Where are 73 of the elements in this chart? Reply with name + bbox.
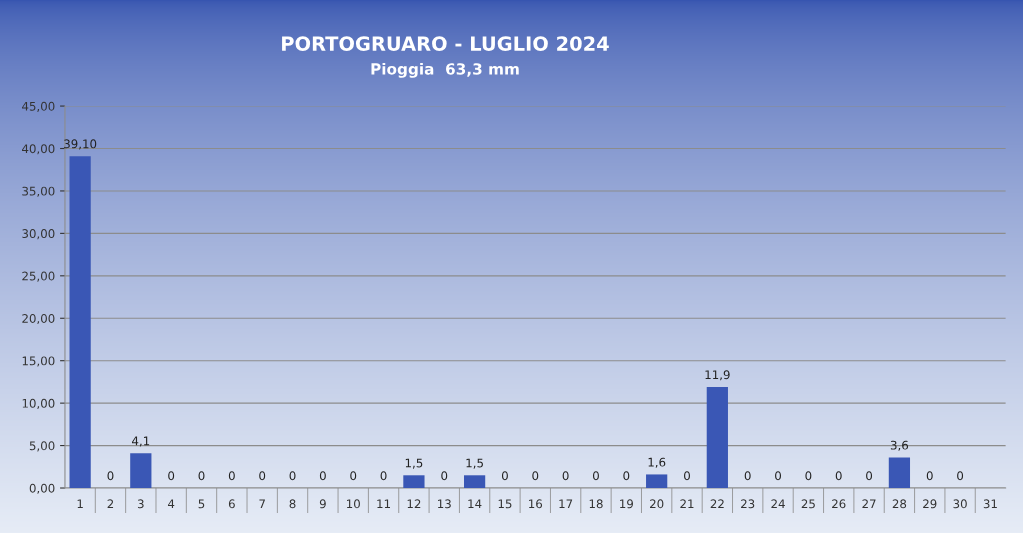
x-tick-label: 10 (347, 499, 360, 509)
data-label: 0 (532, 471, 539, 481)
data-label: 0 (623, 471, 630, 481)
x-tick-label: 30 (953, 499, 967, 509)
x-tick-label: 27 (862, 499, 876, 509)
x-tick-label: 2 (107, 499, 114, 509)
data-label: 0 (592, 471, 599, 481)
x-tick-label: 14 (468, 499, 482, 509)
x-tick-label: 8 (289, 499, 296, 509)
x-tick-label: 28 (892, 499, 907, 509)
data-label: 0 (198, 471, 205, 481)
chart-title: PORTOGRUARO - LUGLIO 2024 (282, 36, 609, 51)
x-tick-label: 26 (832, 499, 846, 509)
data-label: 1,5 (466, 458, 483, 469)
x-tick-label: 5 (198, 499, 205, 509)
data-label: 1,5 (405, 458, 423, 469)
x-tick-label: 9 (319, 499, 326, 509)
x-tick-label: 15 (498, 499, 512, 509)
data-label: 0 (168, 471, 175, 481)
data-label: 0 (744, 471, 751, 481)
data-label: 4,1 (132, 436, 150, 447)
x-tick-label: 22 (710, 499, 724, 509)
x-tick-label: 12 (407, 499, 421, 509)
data-label: 3,6 (890, 440, 909, 451)
y-tick-label: 45,00 (22, 101, 55, 112)
y-tick-label: 35,00 (22, 186, 55, 197)
y-tick-label: 0,00 (29, 483, 55, 494)
x-tick-label: 24 (771, 499, 785, 509)
x-tick-label: 6 (228, 499, 235, 509)
y-tick-label: 40,00 (22, 144, 55, 155)
data-label: 11,9 (705, 370, 730, 381)
x-tick-label: 17 (559, 499, 573, 509)
x-tick-label: 13 (438, 499, 451, 509)
y-tick-label: 20,00 (22, 313, 55, 325)
data-label: 0 (350, 471, 357, 481)
data-label: 0 (684, 471, 690, 481)
data-label: 0 (228, 471, 235, 481)
data-label: 0 (289, 471, 296, 481)
x-tick-label: 29 (923, 499, 937, 509)
data-label: 0 (562, 471, 569, 481)
data-label: 0 (441, 471, 448, 481)
data-label: 0 (259, 471, 266, 481)
x-tick-label: 20 (650, 499, 664, 509)
data-label: 0 (866, 471, 873, 481)
data-label: 0 (835, 471, 842, 481)
y-tick-label: 25,00 (22, 271, 55, 282)
data-label: 0 (926, 471, 933, 481)
x-tick-label: 7 (259, 499, 265, 509)
y-tick-label: 15,00 (22, 356, 55, 367)
x-tick-label: 3 (137, 499, 144, 509)
x-tick-label: 31 (983, 499, 997, 509)
y-tick-label: 10,00 (22, 398, 55, 409)
y-tick-label: 5,00 (29, 441, 55, 452)
x-tick-label: 11 (377, 499, 390, 509)
x-tick-label: 21 (680, 499, 694, 509)
y-tick-label: 30,00 (22, 229, 55, 240)
chart-subtitle: Pioggia 63,3 mm (371, 62, 519, 78)
data-label: 0 (957, 471, 964, 481)
data-label: 0 (319, 471, 326, 481)
data-label: 0 (775, 471, 781, 481)
x-tick-label: 25 (801, 499, 815, 509)
x-tick-label: 19 (620, 499, 633, 509)
data-label: 0 (805, 471, 812, 481)
data-label: 0 (380, 471, 387, 481)
x-tick-label: 4 (167, 499, 175, 509)
data-label: 0 (501, 471, 508, 481)
data-label: 39,10 (64, 139, 97, 150)
x-tick-label: 1 (77, 499, 83, 509)
x-tick-label: 23 (741, 499, 755, 509)
x-tick-label: 18 (589, 499, 603, 509)
x-tick-label: 16 (529, 499, 543, 509)
data-label: 1,6 (648, 457, 666, 468)
data-label: 0 (107, 471, 114, 481)
